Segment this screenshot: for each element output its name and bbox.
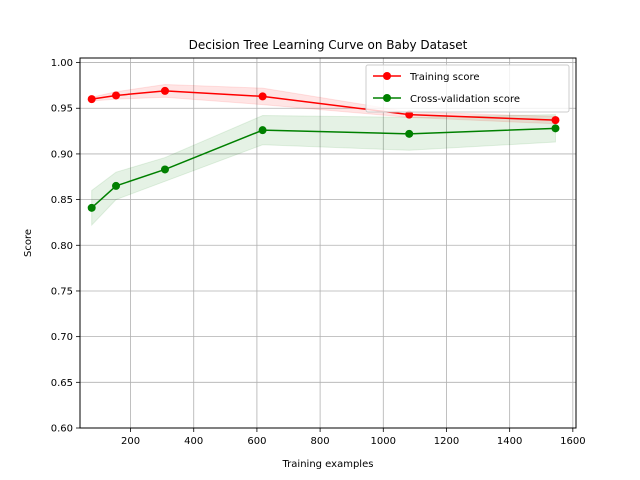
confidence-band-1 bbox=[91, 114, 556, 227]
series-line-0 bbox=[91, 90, 556, 121]
x-tick-label: 1200 bbox=[434, 436, 459, 447]
plot-frame bbox=[79, 57, 577, 429]
legend-entry: Training score bbox=[409, 72, 480, 83]
x-tick-label: 200 bbox=[121, 436, 140, 447]
data-point bbox=[405, 129, 414, 138]
data-point bbox=[112, 91, 121, 100]
data-point bbox=[551, 116, 560, 125]
data-point bbox=[87, 203, 96, 212]
legend-box bbox=[365, 64, 570, 113]
legend: Training score Cross-validation score bbox=[365, 64, 570, 113]
x-tick-label: 1400 bbox=[497, 436, 522, 447]
y-tick-label: 0.65 bbox=[51, 378, 73, 389]
data-point bbox=[112, 181, 121, 190]
x-axis-ticks: 200 400 600 800 1000 1200 1400 1600 bbox=[121, 428, 586, 447]
x-tick-label: 1000 bbox=[371, 436, 396, 447]
data-point bbox=[87, 95, 96, 104]
y-tick-label: 0.95 bbox=[51, 104, 73, 115]
y-tick-label: 1.00 bbox=[51, 58, 73, 69]
series-line-1 bbox=[91, 127, 556, 209]
legend-swatch-marker bbox=[383, 94, 391, 102]
data-point bbox=[258, 126, 267, 135]
data-point bbox=[258, 92, 267, 101]
series-points bbox=[87, 86, 560, 212]
series-lines bbox=[91, 90, 556, 209]
y-tick-label: 0.60 bbox=[51, 424, 73, 435]
y-axis-label: Score bbox=[23, 229, 34, 257]
x-axis-label: Training examples bbox=[282, 459, 374, 470]
x-tick-label: 600 bbox=[247, 436, 266, 447]
x-tick-label: 800 bbox=[311, 436, 330, 447]
y-axis-ticks: 0.60 0.65 0.70 0.75 0.80 0.85 0.90 0.95 1.00 bbox=[51, 58, 80, 435]
y-tick-label: 0.85 bbox=[51, 195, 73, 206]
x-tick-label: 400 bbox=[184, 436, 203, 447]
data-point bbox=[405, 110, 414, 119]
data-point bbox=[160, 86, 169, 95]
y-tick-label: 0.90 bbox=[51, 149, 73, 160]
data-point bbox=[551, 124, 560, 133]
y-tick-label: 0.70 bbox=[51, 332, 73, 343]
legend-swatch-marker bbox=[383, 72, 391, 80]
chart-title: Decision Tree Learning Curve on Baby Dat… bbox=[189, 38, 468, 52]
y-tick-label: 0.75 bbox=[51, 286, 73, 297]
data-point bbox=[160, 165, 169, 174]
legend-entry: Cross-validation score bbox=[410, 94, 520, 105]
x-tick-label: 1600 bbox=[560, 436, 585, 447]
y-tick-label: 0.80 bbox=[51, 241, 73, 252]
